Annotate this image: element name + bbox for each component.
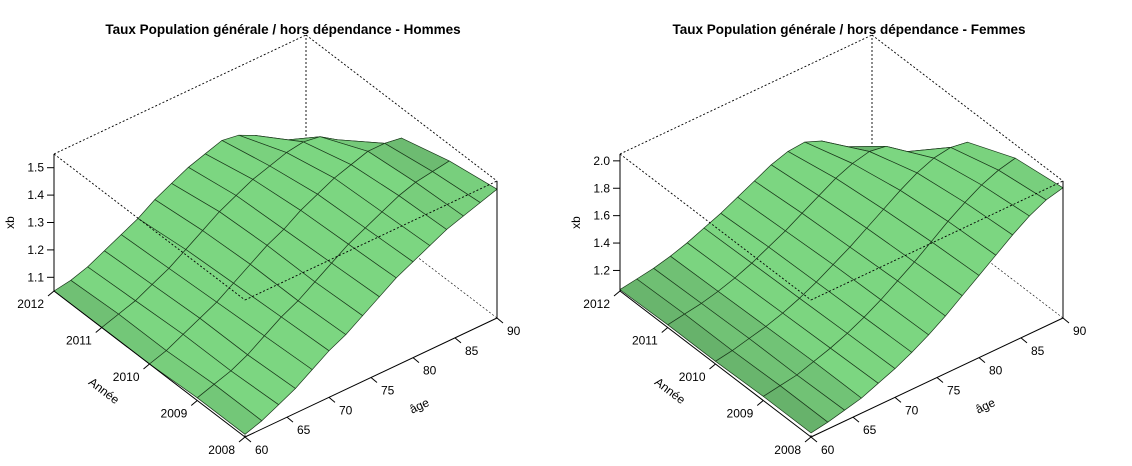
y-tick-mark bbox=[756, 400, 764, 406]
x-tick-label: 60 bbox=[821, 443, 835, 457]
x-axis-label: âge bbox=[973, 395, 997, 416]
x-tick-mark bbox=[370, 377, 378, 383]
x-tick-label: 85 bbox=[465, 344, 479, 358]
y-tick-mark bbox=[709, 363, 716, 370]
y-tick-label: 2008 bbox=[208, 443, 235, 457]
x-tick-mark bbox=[1020, 337, 1028, 344]
x-tick-mark bbox=[496, 317, 504, 324]
box-dotted-edge bbox=[871, 34, 1064, 182]
hommes-chart-panel: Taux Population générale / hors dépendan… bbox=[3, 22, 521, 457]
axes: 1.21.41.61.82.0xb20082009201020112012Ann… bbox=[569, 154, 1087, 457]
x-tick-mark bbox=[454, 337, 462, 344]
chart-title: Taux Population générale / hors dépendan… bbox=[672, 22, 1026, 37]
femmes-chart-panel: Taux Population générale / hors dépendan… bbox=[566, 0, 1132, 466]
x-tick-label: 60 bbox=[255, 443, 269, 457]
x-tick-label: 90 bbox=[507, 324, 521, 338]
y-tick-label: 2011 bbox=[66, 334, 92, 348]
x-tick-mark bbox=[852, 416, 860, 423]
chart-title: Taux Population générale / hors dépendan… bbox=[105, 22, 461, 37]
x-tick-mark bbox=[810, 436, 818, 443]
z-tick-label: 1.2 bbox=[593, 263, 610, 277]
hommes-surface-plot: 1.11.21.31.41.5xb20082009201020112012Ann… bbox=[3, 34, 521, 457]
x-tick-label: 70 bbox=[905, 403, 919, 417]
x-tick-mark bbox=[286, 416, 294, 423]
x-tick-mark bbox=[244, 436, 252, 443]
x-tick-mark bbox=[894, 396, 902, 403]
x-tick-label: 80 bbox=[989, 364, 1003, 378]
box-top-edge bbox=[619, 153, 812, 301]
box-top-edge bbox=[244, 180, 498, 301]
y-tick-label: 2009 bbox=[161, 407, 188, 421]
z-axis-label: xb bbox=[3, 216, 17, 229]
femmes-surface-plot: 1.21.41.61.82.0xb20082009201020112012Ann… bbox=[569, 34, 1087, 457]
z-tick-label: 1.1 bbox=[27, 270, 44, 284]
x-tick-mark bbox=[412, 357, 420, 364]
y-tick-label: 2011 bbox=[632, 334, 658, 348]
z-tick-label: 1.8 bbox=[593, 181, 610, 195]
y-tick-label: 2008 bbox=[774, 443, 801, 457]
z-axis-label: xb bbox=[569, 216, 583, 229]
z-tick-label: 1.6 bbox=[593, 209, 610, 223]
y-tick-mark bbox=[143, 363, 150, 370]
y-tick-label: 2010 bbox=[113, 370, 140, 384]
y-tick-label: 2012 bbox=[583, 297, 610, 311]
box-dotted-edge bbox=[305, 34, 498, 182]
x-tick-label: 70 bbox=[339, 403, 353, 417]
box-dotted-edge bbox=[53, 34, 307, 155]
z-tick-label: 1.2 bbox=[27, 243, 44, 257]
x-tick-label: 85 bbox=[1031, 344, 1045, 358]
y-tick-mark bbox=[804, 436, 812, 443]
x-tick-mark bbox=[1062, 317, 1070, 324]
axes: 1.11.21.31.41.5xb20082009201020112012Ann… bbox=[3, 161, 521, 457]
x-tick-label: 80 bbox=[423, 364, 437, 378]
x-tick-label: 75 bbox=[947, 384, 961, 398]
y-tick-label: 2012 bbox=[17, 297, 44, 311]
z-tick-label: 1.3 bbox=[27, 216, 44, 230]
surface bbox=[619, 140, 1064, 434]
y-tick-label: 2009 bbox=[727, 407, 754, 421]
y-tick-mark bbox=[661, 327, 669, 333]
y-tick-mark bbox=[238, 436, 246, 443]
y-tick-mark bbox=[190, 400, 198, 406]
z-tick-label: 2.0 bbox=[593, 154, 610, 168]
x-tick-label: 90 bbox=[1073, 324, 1087, 338]
surface-facet bbox=[762, 385, 829, 434]
x-tick-mark bbox=[936, 377, 944, 383]
z-tick-label: 1.5 bbox=[27, 161, 44, 175]
box-top-edge bbox=[53, 153, 246, 301]
y-tick-mark bbox=[613, 290, 621, 297]
box-top-edge bbox=[810, 180, 1064, 301]
x-tick-label: 65 bbox=[863, 423, 877, 437]
x-tick-mark bbox=[978, 357, 986, 364]
x-tick-label: 65 bbox=[297, 423, 311, 437]
x-tick-label: 75 bbox=[381, 384, 395, 398]
y-tick-mark bbox=[47, 290, 55, 297]
box-dotted-edge bbox=[619, 34, 873, 155]
x-tick-mark bbox=[328, 396, 336, 403]
surface bbox=[53, 134, 498, 435]
y-tick-mark bbox=[95, 327, 103, 333]
z-tick-label: 1.4 bbox=[593, 236, 610, 250]
y-tick-label: 2010 bbox=[679, 370, 706, 384]
surface-facet bbox=[196, 383, 263, 435]
z-tick-label: 1.4 bbox=[27, 188, 44, 202]
x-axis-label: âge bbox=[407, 395, 431, 416]
